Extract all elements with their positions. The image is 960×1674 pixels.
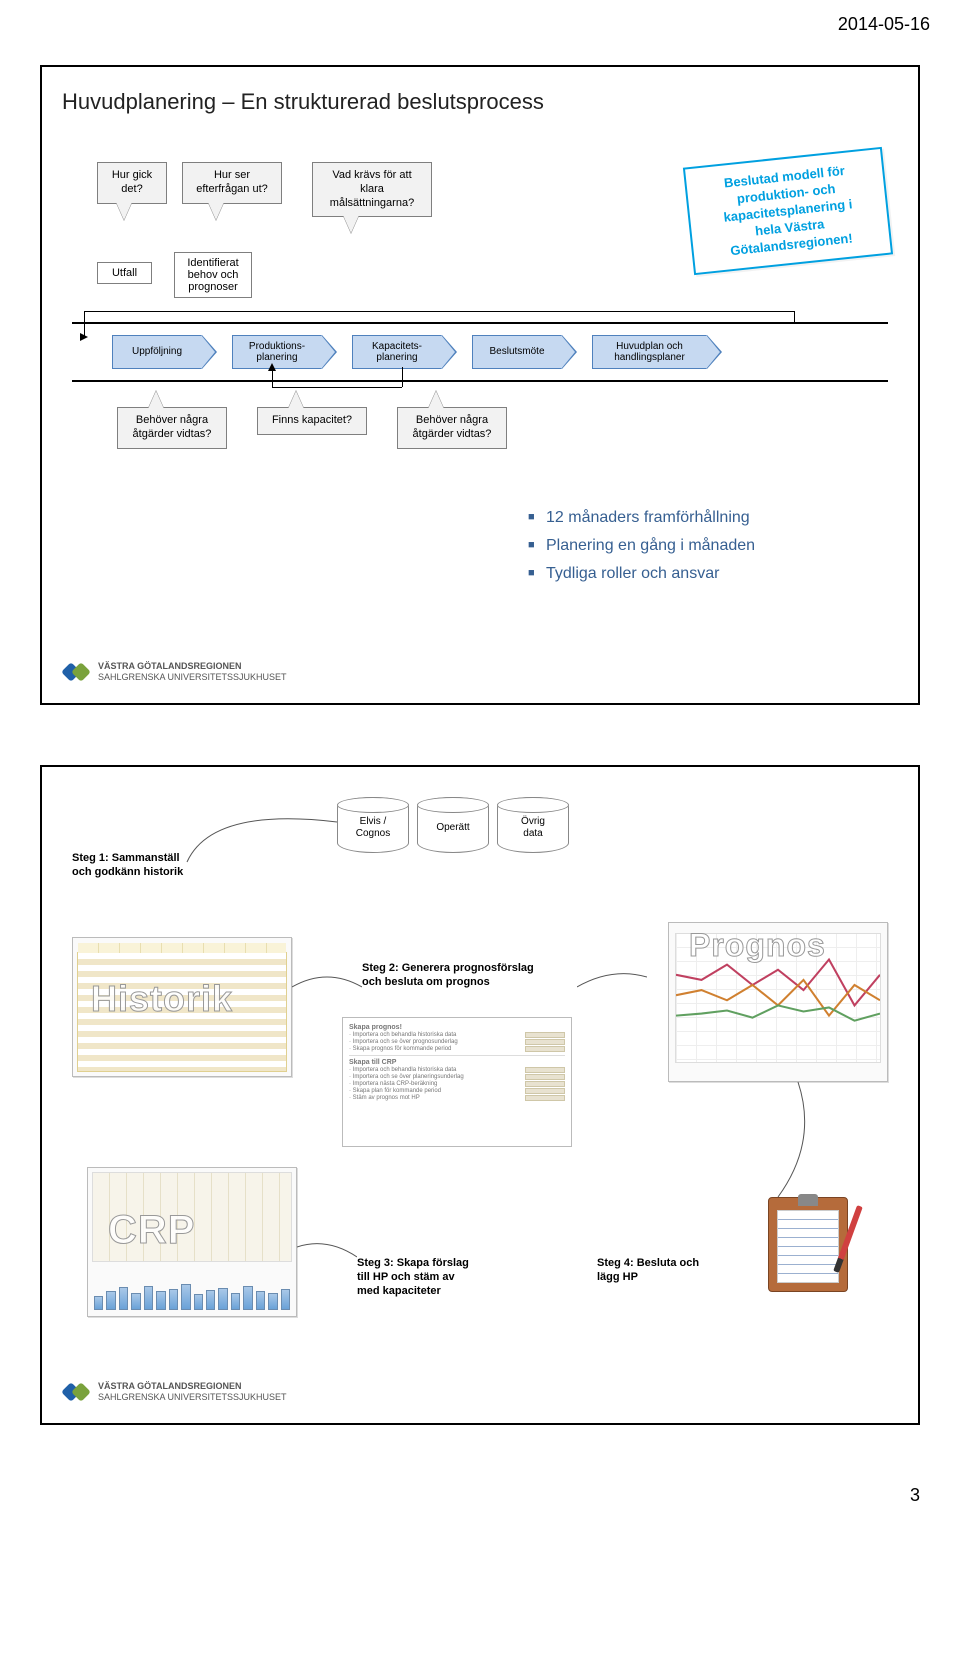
page-number: 3 <box>0 1485 960 1526</box>
callout-text: Finns kapacitet? <box>272 414 352 426</box>
logo-mark-icon <box>64 1379 90 1405</box>
slide-2: Elvis / Cognos Operätt Övrig data Steg 1… <box>40 765 920 1425</box>
vgr-logo: VÄSTRA GÖTALANDSREGIONEN SAHLGRENSKA UNI… <box>64 659 287 685</box>
vgr-logo-2: VÄSTRA GÖTALANDSREGIONEN SAHLGRENSKA UNI… <box>64 1379 287 1405</box>
prognos-watermark: Prognos <box>689 927 826 964</box>
step-label: Beslutsmöte <box>489 346 544 358</box>
step-label: Kapacitets- planering <box>372 341 422 364</box>
crp-thumb: CRP <box>87 1167 297 1317</box>
step2-label: Steg 2: Generera prognosförslag och besl… <box>362 962 572 990</box>
callout-vad-kravs: Vad krävs för att klara målsättningarna? <box>312 162 432 217</box>
step1-text: Steg 1: Sammanställ och godkänn historik <box>72 852 183 878</box>
callout-atgarder-2: Behöver några åtgärder vidtas? <box>397 407 507 449</box>
page-date: 2014-05-16 <box>0 0 960 35</box>
slide1-title: Huvudplanering – En strukturerad besluts… <box>62 89 898 115</box>
cylinder-elvis: Elvis / Cognos <box>337 797 409 853</box>
callout-text: Behöver några åtgärder vidtas? <box>413 414 492 440</box>
bullet-3: Tydliga roller och ansvar <box>528 565 888 583</box>
bullet-1: 12 månaders framförhållning <box>528 509 888 527</box>
form-heading-b: Skapa till CRP <box>349 1059 565 1066</box>
step4-text: Steg 4: Besluta och lägg HP <box>597 1257 699 1283</box>
cyl-label: Elvis / Cognos <box>356 816 390 840</box>
step2-text: Steg 2: Generera prognosförslag och besl… <box>362 962 534 988</box>
bullet-2: Planering en gång i månaden <box>528 537 888 555</box>
step3-label: Steg 3: Skapa förslag till HP och stäm a… <box>357 1257 517 1298</box>
step-uppfoljning: Uppföljning <box>112 335 202 369</box>
callout-atgarder-1: Behöver några åtgärder vidtas? <box>117 407 227 449</box>
prognos-thumb: Prognos <box>668 922 888 1082</box>
logo-text-top: VÄSTRA GÖTALANDSREGIONEN <box>98 661 287 672</box>
cyl-label: Övrig data <box>521 816 545 840</box>
bullet-list: 12 månaders framförhållning Planering en… <box>528 499 888 593</box>
form-heading-a: Skapa prognos! <box>349 1024 565 1031</box>
logo-text-top: VÄSTRA GÖTALANDSREGIONEN <box>98 1381 287 1392</box>
connector-hist-s2 <box>292 967 362 1007</box>
callout-kapacitet: Finns kapacitet? <box>257 407 367 435</box>
connector-prog-clip <box>768 1082 828 1202</box>
callout-text: Vad krävs för att klara målsättningarna? <box>330 169 414 209</box>
historik-thumb: Historik <box>72 937 292 1077</box>
form-thumb: Skapa prognos! · Importera och behandla … <box>342 1017 572 1147</box>
step-produktion: Produktions- planering <box>232 335 322 369</box>
callout-efterfragan: Hur ser efterfrågan ut? <box>182 162 282 204</box>
slide-1: Huvudplanering – En strukturerad besluts… <box>40 65 920 705</box>
crp-watermark: CRP <box>108 1208 195 1253</box>
clipboard-icon <box>768 1197 848 1292</box>
connector-s1-cyl <box>182 802 342 872</box>
step-label: Produktions- planering <box>249 341 305 364</box>
top-callouts: Hur gick det? Hur ser efterfrågan ut? Va… <box>72 162 888 252</box>
logo-mark-icon <box>64 659 90 685</box>
callout-text: Hur ser efterfrågan ut? <box>196 169 268 195</box>
bottom-callouts: Behöver några åtgärder vidtas? Finns kap… <box>97 407 888 477</box>
logo-text-bottom: SAHLGRENSKA UNIVERSITETSSJUKHUSET <box>98 1392 287 1403</box>
step-huvudplan: Huvudplan och handlingsplaner <box>592 335 707 369</box>
utfall-label: Utfall <box>112 267 137 279</box>
step-label: Huvudplan och handlingsplaner <box>614 341 685 364</box>
callout-text: Behöver några åtgärder vidtas? <box>133 414 212 440</box>
cyl-label: Operätt <box>436 822 469 834</box>
step-label: Uppföljning <box>132 346 182 358</box>
callout-text: Hur gick det? <box>112 169 152 195</box>
step3-text: Steg 3: Skapa förslag till HP och stäm a… <box>357 1257 469 1297</box>
logo-text-bottom: SAHLGRENSKA UNIVERSITETSSJUKHUSET <box>98 672 287 683</box>
utfall-box: Utfall <box>97 262 152 284</box>
step4-label: Steg 4: Besluta och lägg HP <box>597 1257 747 1285</box>
historik-watermark: Historik <box>91 978 233 1020</box>
identifierat-box: Identifierat behov och prognoser <box>174 252 252 298</box>
connector-crp-s3 <box>297 1237 357 1277</box>
identifierat-label: Identifierat behov och prognoser <box>187 257 238 293</box>
process-flow: Uppföljning Produktions- planering Kapac… <box>72 322 888 382</box>
step-kapacitet: Kapacitets- planering <box>352 335 442 369</box>
connector-s2-prog <box>577 967 647 1007</box>
cylinder-ovrig: Övrig data <box>497 797 569 853</box>
step-beslutsmote: Beslutsmöte <box>472 335 562 369</box>
cylinder-operatt: Operätt <box>417 797 489 853</box>
callout-hur-gick: Hur gick det? <box>97 162 167 204</box>
